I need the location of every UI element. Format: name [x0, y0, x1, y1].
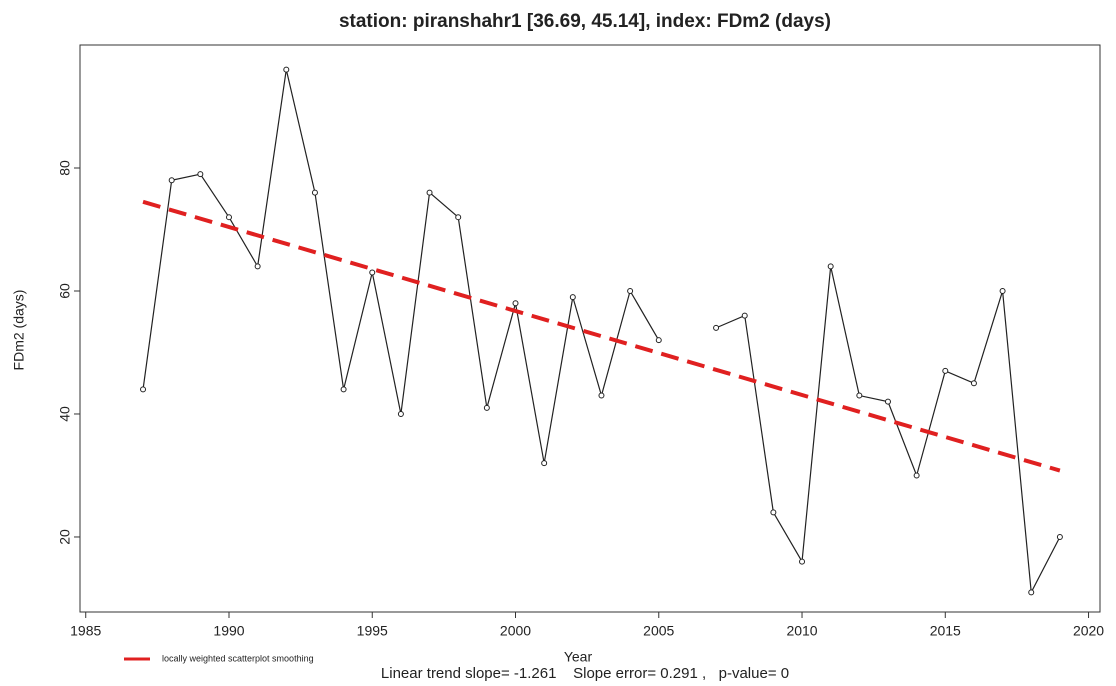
data-point — [512, 300, 519, 307]
data-point — [541, 460, 548, 467]
chart-title: station: piranshahr1 [36.69, 45.14], ind… — [339, 11, 831, 32]
y-tick-label: 20 — [57, 529, 73, 545]
data-point — [1056, 533, 1063, 540]
data-point — [741, 312, 748, 319]
data-point — [655, 337, 662, 344]
data-point — [197, 171, 204, 178]
data-point — [913, 472, 920, 479]
x-tick-label: 2005 — [643, 623, 674, 639]
data-point — [340, 386, 347, 393]
data-point — [627, 287, 634, 294]
x-axis-label: Year — [564, 649, 593, 665]
x-tick-label: 2000 — [500, 623, 531, 639]
data-point — [770, 509, 777, 516]
x-tick-label: 1990 — [213, 623, 244, 639]
data-point — [1028, 589, 1035, 596]
data-point — [140, 386, 147, 393]
plot-frame — [79, 44, 1101, 613]
data-point — [483, 404, 490, 411]
data-point — [827, 263, 834, 270]
y-tick-label: 60 — [57, 283, 73, 299]
y-axis-label: FDm2 (days) — [11, 290, 27, 371]
data-point — [884, 398, 891, 405]
data-point — [713, 324, 720, 331]
data-point — [569, 294, 576, 301]
x-tick-label: 2010 — [786, 623, 817, 639]
y-tick-label: 40 — [57, 406, 73, 422]
data-point — [970, 380, 977, 387]
data-point — [397, 410, 404, 417]
x-tick-label: 2015 — [930, 623, 961, 639]
data-point — [283, 66, 290, 73]
data-point — [598, 392, 605, 399]
data-point — [942, 367, 949, 374]
x-tick-label: 1995 — [357, 623, 388, 639]
data-point — [999, 287, 1006, 294]
annotation: Linear trend slope= -1.261 Slope error= … — [381, 665, 789, 682]
legend-label: locally weighted scatterplot smoothing — [162, 653, 314, 663]
x-tick-label: 1985 — [70, 623, 101, 639]
data-point — [856, 392, 863, 399]
data-point — [455, 214, 462, 221]
data-point — [254, 263, 261, 270]
data-line — [142, 69, 1061, 595]
data-point — [799, 558, 806, 565]
trend-line — [142, 199, 1061, 473]
data-point — [225, 214, 232, 221]
data-point — [311, 189, 318, 196]
x-tick-label: 2020 — [1073, 623, 1104, 639]
data-point — [168, 177, 175, 184]
data-point — [426, 189, 433, 196]
data-point — [369, 269, 376, 276]
y-tick-label: 80 — [57, 160, 73, 176]
